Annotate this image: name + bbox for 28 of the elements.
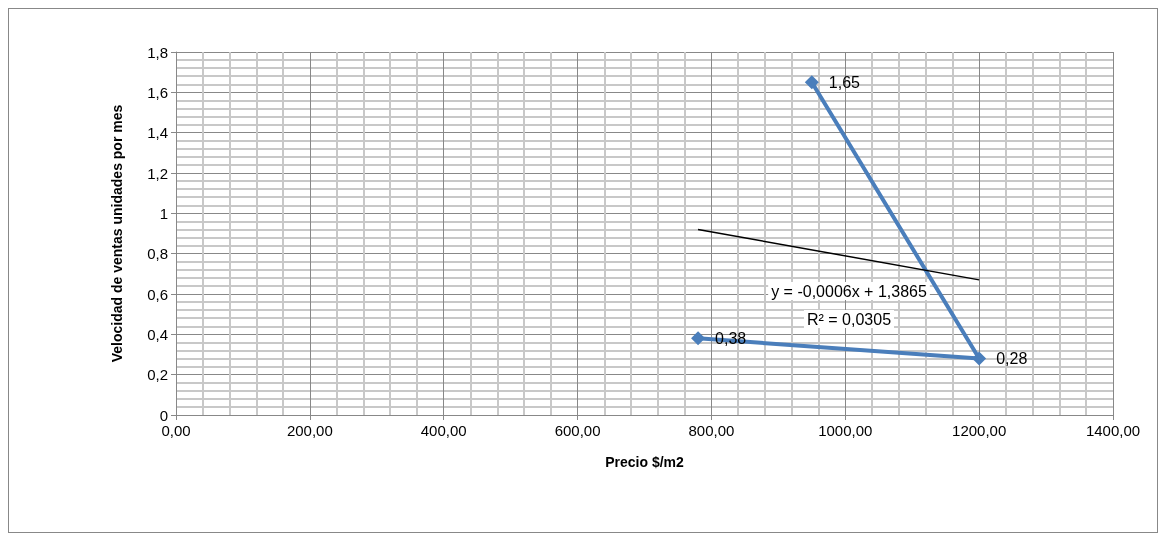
x-tick-label: 600,00 — [554, 422, 601, 439]
y-tick-label: 1 — [159, 204, 168, 222]
x-tick-label: 1000,00 — [818, 422, 873, 439]
x-tick-label: 1400,00 — [1085, 422, 1141, 439]
point — [972, 351, 987, 366]
data-label: 0,38 — [715, 329, 747, 347]
y-tick-label: 0 — [159, 406, 168, 424]
y-tick-label: 0,6 — [147, 285, 168, 303]
y-tick-label: 1,6 — [147, 83, 168, 101]
x-tick-label: 1200,00 — [952, 422, 1007, 439]
point — [691, 331, 706, 346]
x-tick-label: 200,00 — [286, 422, 333, 439]
x-tick-label: 400,00 — [420, 422, 467, 439]
annotation: R² = 0,0305 — [806, 310, 892, 328]
y-tick-label: 0,2 — [147, 366, 168, 384]
y-tick-label: 1,8 — [147, 43, 168, 61]
data-label: 1,65 — [828, 73, 861, 91]
x-tick-label: 0,00 — [161, 422, 191, 439]
y-tick-label: 0,4 — [147, 325, 168, 343]
point — [804, 75, 819, 90]
x-axis-title: Precio $/m2 — [605, 454, 685, 470]
annotation: y = -0,0006x + 1,3865 — [771, 282, 927, 300]
y-tick-label: 1,4 — [147, 124, 168, 142]
data-label: 0,28 — [996, 350, 1028, 368]
y-tick-label: 1,2 — [147, 164, 168, 182]
y-axis-title: Velocidad de ventas unidades por mes — [109, 104, 125, 363]
y-tick-label: 0,8 — [147, 245, 168, 263]
x-tick-label: 800,00 — [688, 422, 735, 439]
